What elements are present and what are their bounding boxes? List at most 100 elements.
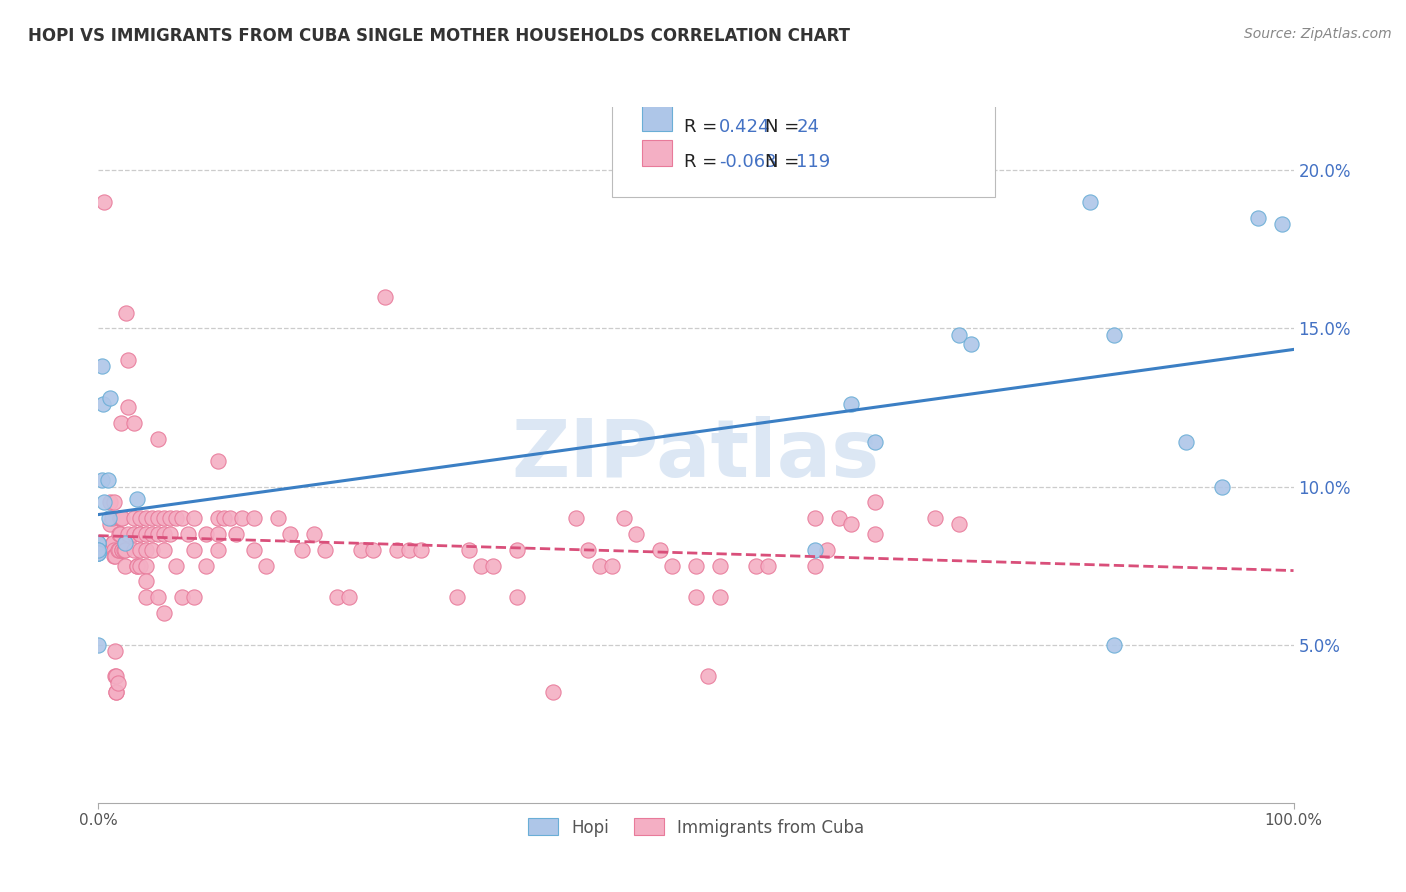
Point — [153, 606, 176, 620]
Point — [114, 536, 136, 550]
Point — [207, 511, 229, 525]
Point — [124, 542, 146, 557]
Text: R =: R = — [685, 153, 723, 171]
Text: Source: ZipAtlas.com: Source: ZipAtlas.com — [1244, 27, 1392, 41]
Point — [125, 558, 148, 573]
Point — [103, 549, 125, 563]
Text: 119: 119 — [796, 153, 831, 171]
Point — [135, 574, 157, 589]
Point — [117, 527, 139, 541]
Point — [107, 675, 129, 690]
Point — [207, 527, 229, 541]
Point — [1271, 217, 1294, 231]
Point — [326, 591, 349, 605]
Point — [91, 359, 114, 374]
Point — [613, 511, 636, 525]
Point — [172, 591, 194, 605]
Point — [93, 495, 115, 509]
Point — [159, 511, 181, 525]
Point — [1211, 479, 1233, 493]
Point — [87, 542, 110, 557]
Point — [756, 558, 779, 573]
Point — [195, 527, 218, 541]
Point — [924, 511, 946, 525]
Point — [207, 542, 229, 557]
Point — [165, 558, 187, 573]
Text: -0.063: -0.063 — [718, 153, 776, 171]
Point — [115, 305, 138, 319]
Point — [697, 669, 720, 683]
Point — [212, 511, 235, 525]
Text: HOPI VS IMMIGRANTS FROM CUBA SINGLE MOTHER HOUSEHOLDS CORRELATION CHART: HOPI VS IMMIGRANTS FROM CUBA SINGLE MOTH… — [28, 27, 851, 45]
Point — [195, 558, 218, 573]
Point — [114, 542, 136, 557]
Point — [177, 527, 200, 541]
Point — [302, 527, 325, 541]
Point — [135, 511, 157, 525]
Point — [91, 473, 114, 487]
Point — [661, 558, 683, 573]
Point — [107, 542, 129, 557]
Point — [565, 511, 588, 525]
Point — [148, 511, 170, 525]
Point — [243, 542, 266, 557]
Point — [374, 290, 396, 304]
Point — [87, 536, 110, 550]
Point — [141, 527, 163, 541]
Point — [124, 527, 146, 541]
Point — [411, 542, 433, 557]
Point — [129, 511, 152, 525]
Point — [112, 542, 135, 557]
Point — [124, 417, 146, 431]
Bar — [643, 140, 672, 166]
Text: N =: N = — [765, 118, 806, 136]
Point — [104, 549, 127, 563]
Point — [589, 558, 612, 573]
Point — [103, 495, 125, 509]
Point — [129, 558, 152, 573]
Point — [91, 397, 114, 411]
Point — [148, 591, 170, 605]
Point — [1247, 211, 1270, 225]
Point — [841, 397, 863, 411]
FancyBboxPatch shape — [613, 90, 995, 197]
Point — [804, 511, 827, 525]
Point — [135, 542, 157, 557]
Point — [745, 558, 768, 573]
Point — [87, 542, 110, 557]
Point — [97, 473, 120, 487]
Point — [685, 558, 707, 573]
Point — [602, 558, 624, 573]
Point — [446, 591, 468, 605]
Point — [100, 511, 122, 525]
Bar — [643, 105, 672, 131]
Point — [124, 511, 146, 525]
Point — [815, 542, 838, 557]
Point — [339, 591, 361, 605]
Point — [110, 511, 132, 525]
Point — [219, 511, 242, 525]
Point — [141, 542, 163, 557]
Point — [105, 685, 128, 699]
Point — [267, 511, 290, 525]
Point — [172, 511, 194, 525]
Point — [98, 517, 122, 532]
Point — [243, 511, 266, 525]
Point — [960, 337, 983, 351]
Point — [93, 194, 115, 209]
Point — [626, 527, 648, 541]
Text: ZIPatlas: ZIPatlas — [512, 416, 880, 494]
Point — [841, 517, 863, 532]
Point — [709, 591, 731, 605]
Point — [129, 527, 152, 541]
Point — [108, 511, 131, 525]
Point — [709, 558, 731, 573]
Point — [183, 591, 205, 605]
Point — [1175, 435, 1198, 450]
Point — [141, 511, 163, 525]
Point — [98, 495, 122, 509]
Point — [111, 511, 134, 525]
Point — [648, 542, 672, 557]
Point — [254, 558, 277, 573]
Point — [865, 495, 887, 509]
